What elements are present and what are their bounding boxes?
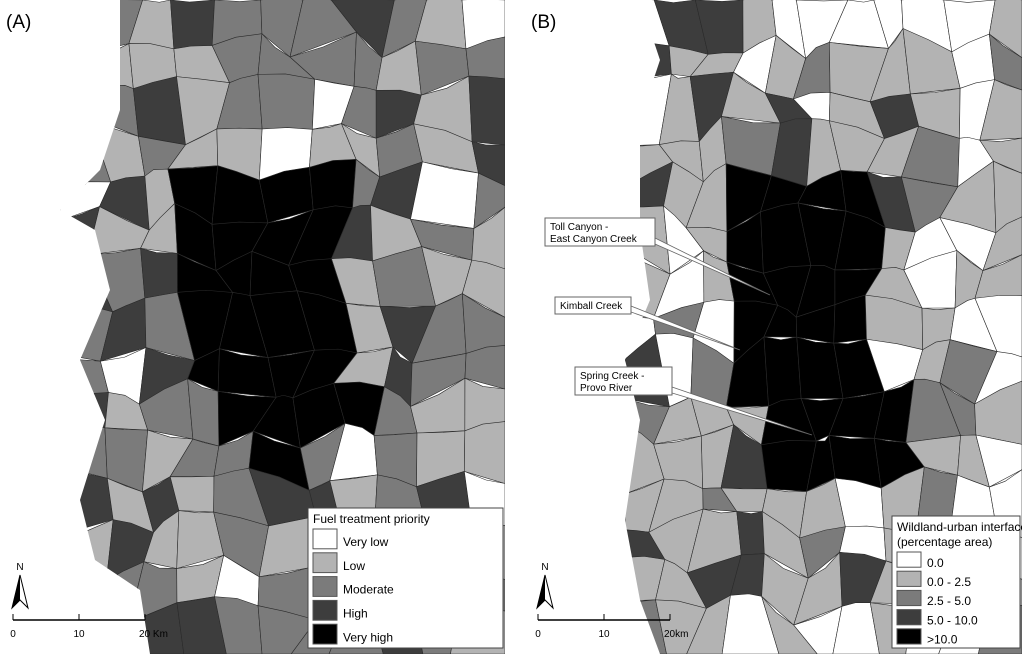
legend-label: High xyxy=(343,606,368,620)
legend-label: >10.0 xyxy=(927,633,958,647)
legend-label: 0.0 - 2.5 xyxy=(927,575,971,589)
legend-label: Low xyxy=(343,559,365,573)
watershed xyxy=(764,337,801,406)
panel-label: (A) xyxy=(6,12,31,33)
watershed xyxy=(60,392,108,427)
watershed xyxy=(60,37,114,86)
watershed xyxy=(60,607,111,654)
legend-swatch xyxy=(897,552,921,567)
callout-label: Provo River xyxy=(580,383,633,394)
legend-swatch xyxy=(897,590,921,605)
legend-swatch xyxy=(313,624,337,644)
legend-swatch xyxy=(313,553,337,573)
callout-label: Kimball Creek xyxy=(560,301,623,312)
watershed xyxy=(737,511,765,554)
legend-label: Very low xyxy=(343,535,389,549)
legend-swatch xyxy=(313,600,337,620)
legend-label: 2.5 - 5.0 xyxy=(927,594,971,608)
watershed xyxy=(60,207,100,262)
legend-swatch xyxy=(897,571,921,586)
watershed xyxy=(60,77,114,129)
legend-label: 0.0 xyxy=(927,556,944,570)
legend-swatch xyxy=(313,577,337,597)
callout-label: Spring Creek - xyxy=(580,371,644,382)
watershed xyxy=(60,0,108,48)
legend-label: Moderate xyxy=(343,583,394,597)
watershed xyxy=(60,425,107,479)
watershed xyxy=(309,159,356,209)
watershed xyxy=(102,609,132,654)
scale-label: 20km xyxy=(664,629,688,640)
legend-swatch xyxy=(897,629,921,644)
watershed xyxy=(60,520,113,581)
watershed xyxy=(89,85,139,136)
watershed xyxy=(411,162,479,229)
legend-subtitle: (percentage area) xyxy=(897,535,992,549)
watershed xyxy=(170,0,214,49)
scale-label: 0 xyxy=(535,629,541,640)
panel-label: (B) xyxy=(531,12,556,33)
watershed xyxy=(625,42,671,79)
callout-label: Toll Canyon - xyxy=(550,222,608,233)
legend-label: Very high xyxy=(343,630,393,644)
legend-title: Wildland-urban interface xyxy=(897,520,1022,534)
scale-label: 20 Km xyxy=(139,629,168,640)
legend-title: Fuel treatment priority xyxy=(313,512,430,526)
scale-label: 0 xyxy=(10,629,16,640)
legend-swatch xyxy=(897,610,921,625)
scale-label: 10 xyxy=(73,629,85,640)
legend-swatch xyxy=(313,529,337,549)
north-label: N xyxy=(541,562,548,573)
watershed xyxy=(258,74,315,129)
watershed xyxy=(469,76,505,145)
scale-label: 10 xyxy=(598,629,610,640)
figure: (A) N 0 10 20 Km Fuel treatment priority Very … xyxy=(0,0,1022,654)
watershed xyxy=(141,248,178,298)
watershed xyxy=(60,117,111,187)
legend-label: 5.0 - 10.0 xyxy=(927,613,978,627)
callout-label: East Canyon Creek xyxy=(550,234,638,245)
north-label: N xyxy=(16,562,23,573)
